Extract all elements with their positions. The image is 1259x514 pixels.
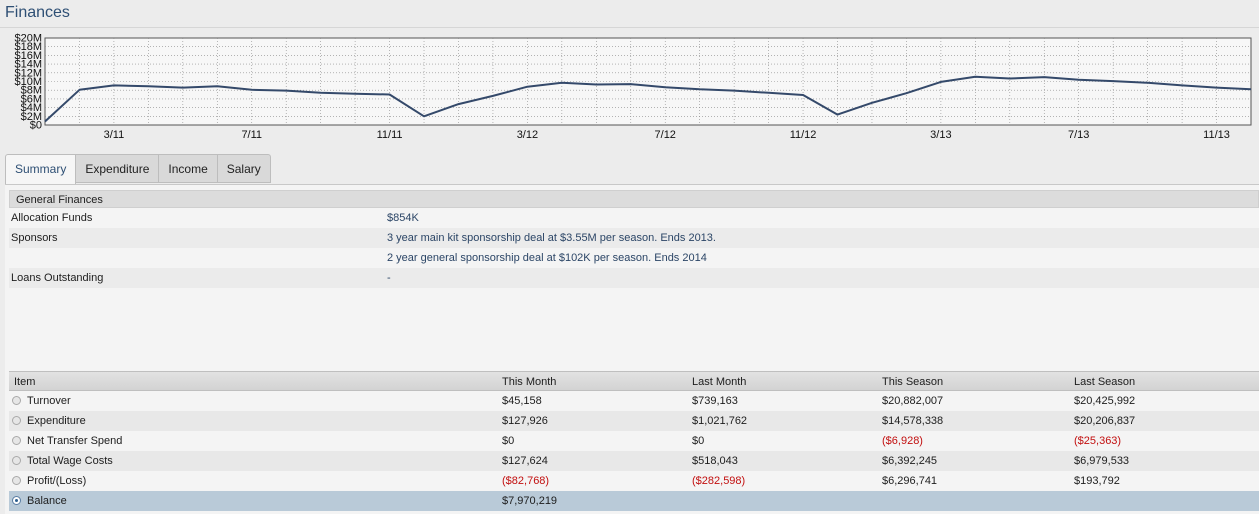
finance-line-chart: $0$2M$4M$6M$8M$10M$12M$14M$16M$18M$20M 3/… [14,33,1252,141]
table-row-total-wage-costs[interactable]: Total Wage Costs $127,624 $518,043 $6,39… [9,451,1259,471]
cell-last-season: $20,425,992 [1074,395,1136,407]
summary-table-header: Item This Month Last Month This Season L… [9,371,1259,391]
table-row-balance[interactable]: Balance $7,970,219 [9,491,1259,511]
y-tick-label: $10M [14,76,42,88]
row-label: Sponsors [11,232,58,244]
tab-expenditure[interactable]: Expenditure [76,154,160,183]
cell-item: Net Transfer Spend [27,435,123,447]
y-tick-label: $18M [14,41,42,53]
x-tick-label: 3/11 [104,129,125,141]
title-divider [0,27,1259,28]
table-row-profit-loss[interactable]: Profit/(Loss) ($82,768) ($282,598) $6,29… [9,471,1259,491]
cell-this-month: $127,926 [502,415,548,427]
y-tick-label: $12M [14,67,42,79]
cell-last-month: $1,021,762 [692,415,748,427]
cell-last-month: $0 [692,435,705,447]
x-tick-label: 7/11 [241,129,262,141]
radio-button[interactable] [12,436,21,445]
row-label: Loans Outstanding [11,272,104,284]
cell-this-month: $0 [502,435,515,447]
cell-item: Expenditure [27,415,86,427]
y-tick-label: $2M [21,111,42,123]
cell-this-month: $127,624 [502,455,548,467]
column-header-this-season: This Season [882,376,944,388]
cell-item: Profit/(Loss) [27,475,87,487]
sponsors-row-2: 2 year general sponsorship deal at $102K… [9,248,1259,268]
sponsors-row: Sponsors 3 year main kit sponsorship dea… [9,228,1259,248]
row-value: 3 year main kit sponsorship deal at $3.5… [387,232,716,244]
column-header-last-season: Last Season [1074,376,1136,388]
x-tick-label: 11/13 [1203,129,1230,141]
cell-last-season: $6,979,533 [1074,455,1130,467]
summary-panel: General Finances Allocation Funds $854K … [5,184,1259,514]
tab-summary[interactable]: Summary [5,154,77,185]
x-tick-label: 3/12 [517,129,538,141]
balance-series-line [44,75,1252,123]
tab-income[interactable]: Income [159,154,218,183]
column-header-this-month: This Month [502,376,557,388]
cell-item: Turnover [27,395,71,407]
cell-last-month: $518,043 [692,455,738,467]
cell-this-month: $45,158 [502,395,542,407]
finance-tabs: Summary Expenditure Income Salary [5,154,271,185]
cell-item: Total Wage Costs [27,455,113,467]
radio-button-selected[interactable] [12,496,21,505]
allocation-funds-row: Allocation Funds $854K [9,208,1259,228]
y-tick-label: $6M [21,93,42,105]
y-tick-label: $4M [21,102,42,114]
x-tick-label: 11/12 [790,129,817,141]
x-tick-label: 11/11 [377,129,403,141]
radio-button[interactable] [12,416,21,425]
row-value: - [387,272,391,284]
general-finances-header: General Finances [9,190,1259,208]
cell-this-season: ($6,928) [882,435,923,447]
radio-button[interactable] [12,456,21,465]
y-tick-label: $14M [14,59,42,71]
page-title: Finances [5,4,70,21]
radio-button[interactable] [12,396,21,405]
loans-outstanding-row: Loans Outstanding - [9,268,1259,288]
cell-this-season: $6,392,245 [882,455,938,467]
x-tick-label: 7/13 [1068,129,1089,141]
cell-this-month: ($82,768) [502,475,550,487]
tab-salary[interactable]: Salary [217,154,271,183]
row-label: Allocation Funds [11,212,93,224]
y-tick-label: $8M [21,85,42,97]
row-value: $854K [387,212,419,224]
column-header-item: Item [14,376,36,388]
x-tick-label: 7/12 [655,129,676,141]
x-tick-label: 3/13 [930,129,951,141]
column-header-last-month: Last Month [692,376,747,388]
row-value: 2 year general sponsorship deal at $102K… [387,252,707,264]
y-tick-label: $0 [30,120,42,132]
cell-last-month: ($282,598) [692,475,746,487]
table-row-expenditure[interactable]: Expenditure $127,926 $1,021,762 $14,578,… [9,411,1259,431]
radio-button[interactable] [12,476,21,485]
y-tick-label: $16M [14,50,42,62]
cell-last-season: $193,792 [1074,475,1120,487]
cell-item: Balance [27,495,67,507]
cell-last-month: $739,163 [692,395,738,407]
cell-this-season: $20,882,007 [882,395,944,407]
cell-last-season: ($25,363) [1074,435,1122,447]
cell-this-month: $7,970,219 [502,495,558,507]
table-row-turnover[interactable]: Turnover $45,158 $739,163 $20,882,007 $2… [9,391,1259,411]
table-row-net-transfer-spend[interactable]: Net Transfer Spend $0 $0 ($6,928) ($25,3… [9,431,1259,451]
cell-last-season: $20,206,837 [1074,415,1136,427]
cell-this-season: $6,296,741 [882,475,938,487]
y-tick-label: $20M [14,33,42,45]
cell-this-season: $14,578,338 [882,415,944,427]
